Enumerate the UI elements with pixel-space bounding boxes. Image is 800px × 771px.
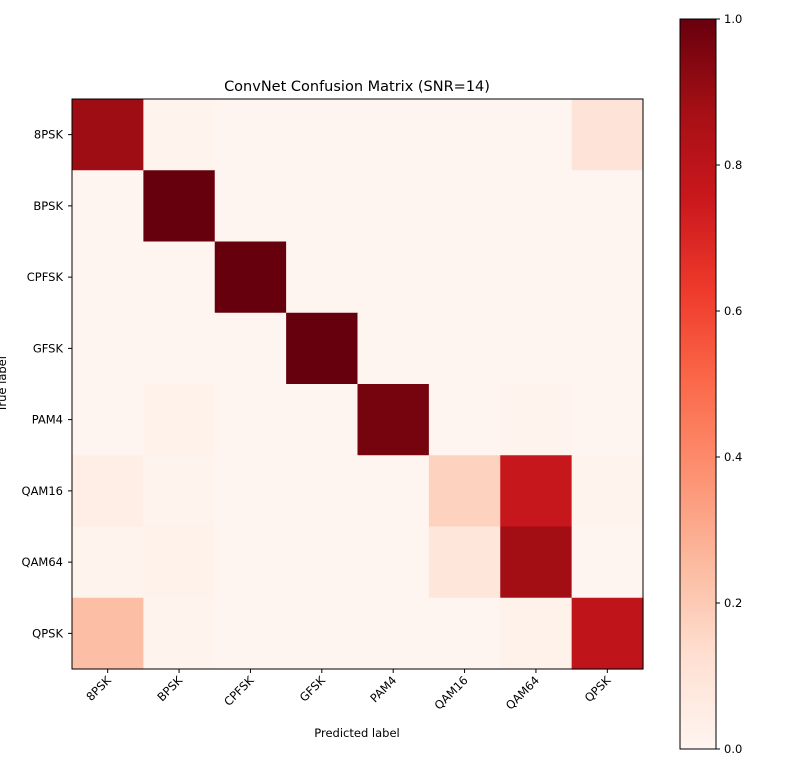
- heatmap-cell: [428, 384, 501, 456]
- heatmap-cell: [357, 455, 430, 528]
- heatmap-cell: [214, 526, 287, 599]
- x-tick-label: QPSK: [582, 673, 614, 705]
- colorbar-tick-label: 0.2: [724, 596, 742, 610]
- heatmap-cell: [214, 455, 287, 528]
- heatmap-cell: [286, 170, 359, 243]
- heatmap-cell: [571, 170, 644, 243]
- heatmap-cell: [357, 99, 430, 171]
- heatmap-cell: [500, 312, 573, 385]
- heatmap-cell: [72, 170, 144, 243]
- heatmap-cell: [357, 597, 430, 670]
- heatmap-cell: [500, 170, 573, 243]
- y-tick-label: QAM64: [22, 555, 63, 569]
- heatmap-cell: [143, 526, 216, 599]
- heatmap-cell: [214, 597, 287, 670]
- heatmap-cell: [428, 526, 501, 599]
- heatmap-cell: [357, 241, 430, 314]
- heatmap-cell: [500, 526, 573, 599]
- heatmap-cell: [428, 170, 501, 243]
- heatmap-cell: [357, 526, 430, 599]
- heatmap-cell: [214, 384, 287, 456]
- heatmap-cell: [571, 384, 644, 456]
- heatmap-cell: [72, 241, 144, 314]
- heatmap-cell: [286, 99, 359, 171]
- heatmap-cell: [571, 597, 644, 670]
- colorbar-tick-label: 0.6: [724, 304, 742, 318]
- y-tick-label: CPFSK: [27, 270, 64, 284]
- heatmap-cell: [286, 526, 359, 599]
- heatmap-cell: [72, 99, 144, 171]
- heatmap-cell: [143, 241, 216, 314]
- heatmap-cell: [143, 170, 216, 243]
- colorbar-ticks: 0.0 0.2 0.4 0.6 0.8 1.0: [716, 12, 742, 756]
- y-tick-label: QPSK: [32, 626, 63, 640]
- heatmap-cell: [286, 312, 359, 385]
- heatmap-cell: [428, 312, 501, 385]
- y-tick-label: QAM16: [22, 484, 63, 498]
- heatmap-cell: [72, 384, 144, 456]
- heatmap-cell: [428, 241, 501, 314]
- chart-title: ConvNet Confusion Matrix (SNR=14): [224, 79, 490, 95]
- heatmap-cell: [286, 384, 359, 456]
- heatmap-cell: [500, 597, 573, 670]
- heatmap-cell: [571, 312, 644, 385]
- heatmap-cell: [214, 99, 287, 171]
- heatmap-cell: [500, 241, 573, 314]
- heatmap-cell: [214, 312, 287, 385]
- y-tick-label: PAM4: [32, 413, 63, 427]
- heatmap-cell: [571, 99, 644, 171]
- colorbar-tick-label: 1.0: [724, 12, 742, 26]
- colorbar: [679, 18, 717, 750]
- x-tick-label: GFSK: [297, 673, 329, 705]
- y-tick-label: 8PSK: [34, 128, 64, 142]
- heatmap-cell: [286, 241, 359, 314]
- heatmap-cell: [500, 99, 573, 171]
- heatmap-cell: [72, 312, 144, 385]
- colorbar-tick-label: 0.8: [724, 158, 742, 172]
- heatmap-cell: [357, 384, 430, 456]
- heatmap-cell: [428, 597, 501, 670]
- heatmap-cell: [357, 312, 430, 385]
- colorbar-tick-label: 0.4: [724, 450, 742, 464]
- y-tick-label: BPSK: [33, 199, 63, 213]
- heatmap-cell: [428, 455, 501, 528]
- heatmap-cell: [286, 597, 359, 670]
- plot-frame: [71, 98, 644, 670]
- x-tick-label: QAM64: [503, 673, 542, 712]
- heatmap-cell: [571, 241, 644, 314]
- heatmap-cell: [72, 597, 144, 670]
- x-tick-label: 8PSK: [83, 673, 114, 704]
- heatmap-cell: [571, 455, 644, 528]
- y-tick-label: GFSK: [33, 341, 64, 355]
- x-tick-label: BPSK: [154, 673, 185, 704]
- x-axis-ticks: 8PSK BPSK CPFSK GFSK PAM4 QAM16 QAM64 QPSK: [83, 669, 614, 712]
- heatmap-cell: [500, 455, 573, 528]
- heatmap-cell: [143, 597, 216, 670]
- heatmap-cell: [143, 99, 216, 171]
- heatmap-cell: [143, 455, 216, 528]
- x-tick-label: PAM4: [367, 673, 399, 705]
- heatmap-cell: [571, 526, 644, 599]
- heatmap-cell: [357, 170, 430, 243]
- x-tick-label: CPFSK: [221, 673, 257, 709]
- heatmap-cell: [214, 241, 287, 314]
- y-axis-ticks: 8PSK BPSK CPFSK GFSK PAM4 QAM16 QAM64 QPSK: [22, 128, 72, 640]
- heatmap-cell: [428, 99, 501, 171]
- heatmap-cell: [286, 455, 359, 528]
- x-tick-label: QAM16: [431, 673, 470, 712]
- colorbar-tick-label: 0.0: [724, 742, 742, 756]
- heatmap-cell: [143, 312, 216, 385]
- heatmap-cell: [72, 526, 144, 599]
- x-axis-label: Predicted label: [314, 726, 399, 740]
- heatmap-cell: [500, 384, 573, 456]
- heatmap-cells: [72, 99, 644, 670]
- heatmap-cell: [214, 170, 287, 243]
- heatmap-cell: [72, 455, 144, 528]
- heatmap-cell: [143, 384, 216, 456]
- y-axis-label: True label: [0, 356, 9, 413]
